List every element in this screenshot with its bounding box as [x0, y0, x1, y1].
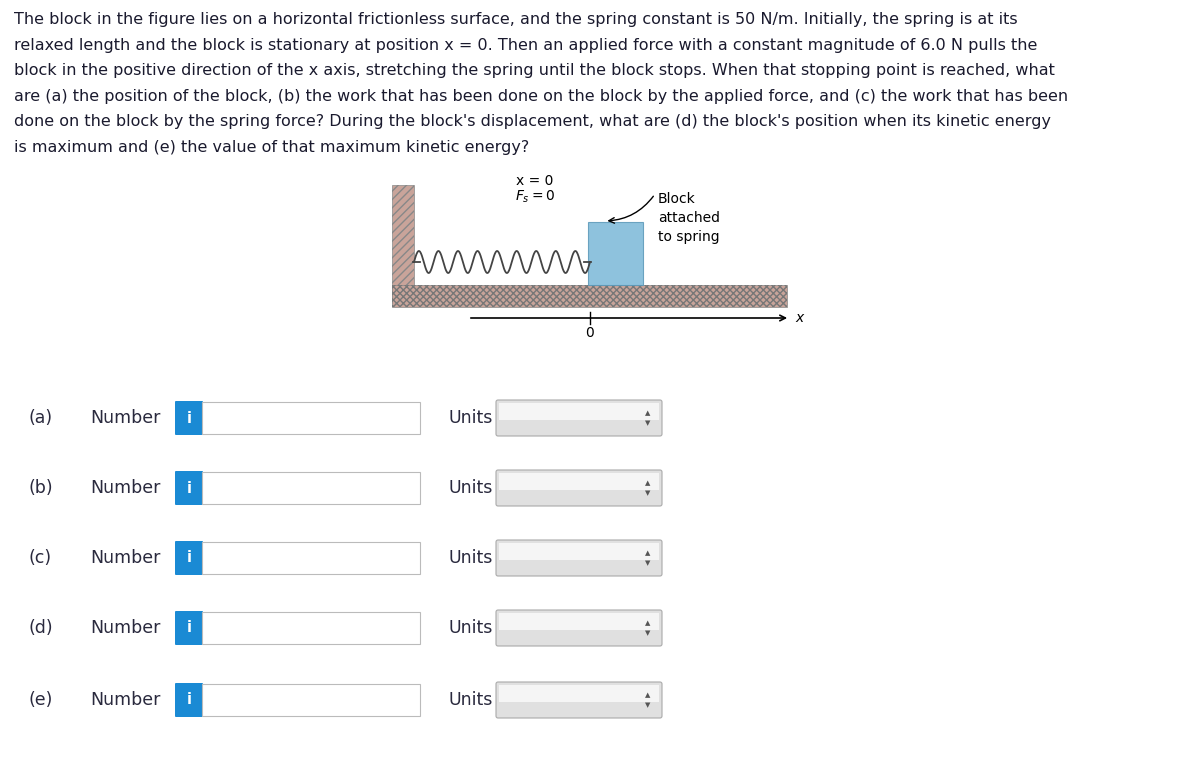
FancyBboxPatch shape — [175, 541, 203, 575]
Text: are (a) the position of the block, (b) the work that has been done on the block : are (a) the position of the block, (b) t… — [14, 89, 1068, 104]
Text: done on the block by the spring force? During the block's displacement, what are: done on the block by the spring force? D… — [14, 114, 1051, 129]
FancyBboxPatch shape — [499, 685, 659, 702]
Text: i: i — [186, 621, 192, 636]
Text: i: i — [186, 481, 192, 495]
FancyBboxPatch shape — [175, 683, 203, 717]
Text: i: i — [186, 551, 192, 566]
Text: Units: Units — [448, 619, 492, 637]
Text: Number: Number — [90, 549, 161, 567]
Text: ▼: ▼ — [646, 490, 650, 496]
Text: i: i — [186, 411, 192, 425]
FancyBboxPatch shape — [496, 682, 662, 718]
FancyBboxPatch shape — [499, 613, 659, 629]
Text: Block
attached
to spring: Block attached to spring — [658, 192, 720, 244]
Text: Number: Number — [90, 691, 161, 709]
Text: Number: Number — [90, 409, 161, 427]
Text: ▲: ▲ — [646, 480, 650, 486]
Text: x: x — [796, 311, 803, 325]
Text: (d): (d) — [28, 619, 53, 637]
Text: Units: Units — [448, 409, 492, 427]
FancyBboxPatch shape — [202, 402, 420, 434]
Text: Number: Number — [90, 619, 161, 637]
Text: $F_s = 0$: $F_s = 0$ — [515, 189, 556, 205]
FancyBboxPatch shape — [499, 403, 659, 420]
Text: (b): (b) — [28, 479, 53, 497]
FancyBboxPatch shape — [175, 401, 203, 435]
Text: Units: Units — [448, 549, 492, 567]
FancyBboxPatch shape — [175, 611, 203, 645]
Text: block in the positive direction of the x axis, stretching the spring until the b: block in the positive direction of the x… — [14, 63, 1055, 78]
FancyBboxPatch shape — [392, 185, 414, 303]
Text: ▼: ▼ — [646, 630, 650, 636]
Text: ▲: ▲ — [646, 620, 650, 626]
Text: ▼: ▼ — [646, 420, 650, 426]
Text: ▼: ▼ — [646, 560, 650, 566]
FancyBboxPatch shape — [392, 285, 787, 307]
Text: (c): (c) — [28, 549, 52, 567]
Text: relaxed length and the block is stationary at position x = 0. Then an applied fo: relaxed length and the block is stationa… — [14, 37, 1037, 52]
Text: ▼: ▼ — [646, 702, 650, 708]
FancyBboxPatch shape — [202, 472, 420, 504]
FancyBboxPatch shape — [496, 610, 662, 646]
FancyBboxPatch shape — [496, 540, 662, 576]
Text: The block in the figure lies on a horizontal frictionless surface, and the sprin: The block in the figure lies on a horizo… — [14, 12, 1018, 27]
Text: 0: 0 — [586, 326, 594, 340]
Text: (a): (a) — [28, 409, 52, 427]
FancyBboxPatch shape — [202, 612, 420, 644]
Text: ▲: ▲ — [646, 550, 650, 556]
Text: ▲: ▲ — [646, 692, 650, 698]
Text: i: i — [186, 693, 192, 707]
FancyBboxPatch shape — [202, 542, 420, 574]
FancyBboxPatch shape — [496, 400, 662, 436]
FancyBboxPatch shape — [588, 222, 643, 285]
Text: Units: Units — [448, 691, 492, 709]
FancyBboxPatch shape — [499, 473, 659, 489]
Text: Units: Units — [448, 479, 492, 497]
FancyBboxPatch shape — [175, 471, 203, 505]
FancyBboxPatch shape — [202, 684, 420, 716]
Text: x = 0: x = 0 — [516, 174, 553, 188]
Text: ▲: ▲ — [646, 410, 650, 416]
Text: is maximum and (e) the value of that maximum kinetic energy?: is maximum and (e) the value of that max… — [14, 139, 529, 154]
Text: Number: Number — [90, 479, 161, 497]
Text: (e): (e) — [28, 691, 53, 709]
FancyBboxPatch shape — [499, 543, 659, 559]
FancyBboxPatch shape — [496, 470, 662, 506]
